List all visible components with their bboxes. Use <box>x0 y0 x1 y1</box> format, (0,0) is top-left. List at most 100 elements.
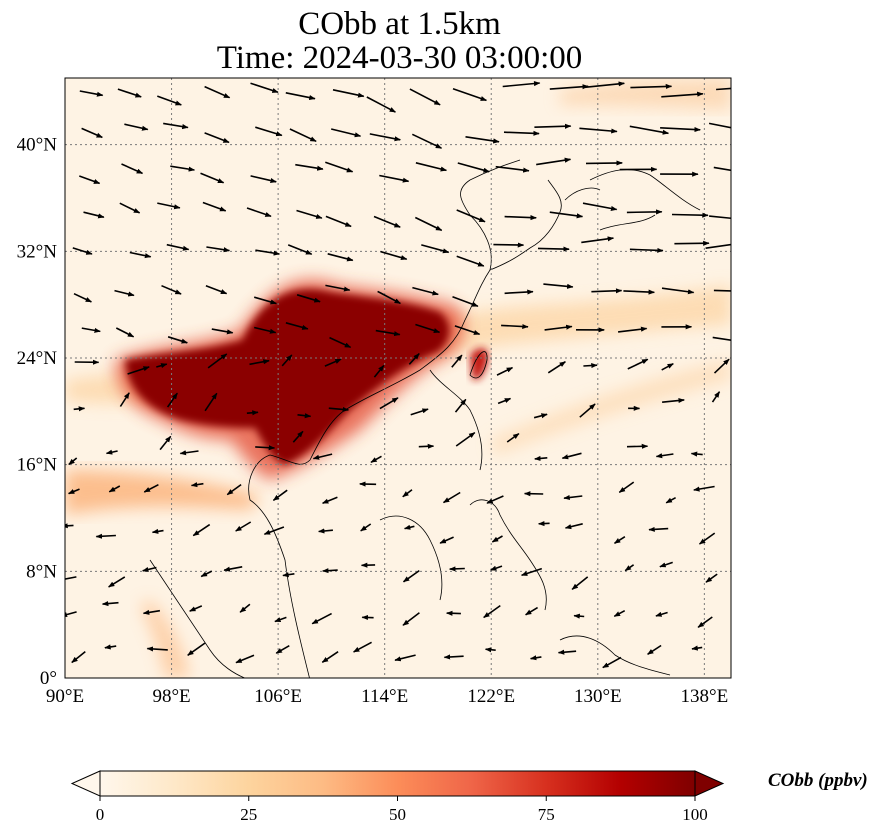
wind-vector <box>573 613 585 619</box>
plume-core <box>125 289 450 465</box>
wind-vector <box>708 122 731 129</box>
wind-vector <box>129 251 152 259</box>
wind-vector <box>412 286 439 296</box>
wind-vector <box>204 392 218 412</box>
wind-vectors <box>65 80 731 669</box>
wind-vector <box>68 457 78 466</box>
wind-vector <box>544 324 573 331</box>
lon-tick-label: 114°E <box>361 686 408 707</box>
wind-vector <box>579 403 596 418</box>
wind-vector <box>661 362 674 371</box>
wind-vector <box>379 174 410 183</box>
wind-vector <box>207 353 228 369</box>
longitude-tick-labels: 90°E 98°E 106°E 114°E 122°E 130°E 138°E <box>46 686 728 707</box>
wind-vector <box>72 247 93 255</box>
wind-vector <box>497 397 512 405</box>
wind-vector <box>534 123 572 129</box>
wind-vector <box>274 616 287 623</box>
wind-vector <box>504 289 534 295</box>
wind-vector <box>713 166 731 172</box>
wind-vector <box>624 564 635 572</box>
wind-vector <box>296 294 321 303</box>
wind-vector <box>151 528 164 534</box>
wind-vector <box>421 244 450 254</box>
wind-vector <box>142 609 161 615</box>
wind-vector <box>408 353 420 365</box>
wind-vector <box>561 452 582 460</box>
wind-vector <box>204 85 231 99</box>
wind-vector <box>159 435 172 451</box>
wind-vector <box>73 406 86 412</box>
wind-vector <box>502 80 541 88</box>
wind-vector <box>143 483 159 493</box>
wind-vector <box>538 520 550 527</box>
wind-vector <box>205 284 228 295</box>
wind-vector <box>583 362 598 369</box>
wind-vector <box>660 126 701 133</box>
wind-vector <box>564 523 583 530</box>
wind-vector <box>325 284 351 292</box>
colorbar-gradient <box>100 771 695 796</box>
wind-vector <box>571 576 589 591</box>
lat-tick-label: 24°N <box>17 348 58 369</box>
wind-vector <box>68 488 80 495</box>
wind-vector <box>255 445 276 451</box>
wind-vector <box>415 162 448 172</box>
wind-vector <box>503 130 540 136</box>
wind-vector <box>170 165 196 172</box>
wind-vector <box>311 612 332 625</box>
wind-vector <box>369 133 401 142</box>
wind-vector <box>584 81 625 89</box>
wind-vector <box>157 95 182 106</box>
wind-vector <box>373 364 385 378</box>
wind-vector <box>119 392 130 407</box>
wind-vector <box>613 609 626 618</box>
wind-vector <box>629 125 670 135</box>
wind-vector <box>275 645 290 654</box>
wind-vector <box>698 532 716 545</box>
wind-vector <box>465 136 500 144</box>
wind-vector <box>591 288 623 294</box>
wind-vector <box>292 430 304 443</box>
wind-vector <box>161 284 182 295</box>
wind-vector <box>360 523 372 532</box>
colorbar-min-extend <box>70 770 101 797</box>
wind-vector <box>81 327 101 333</box>
wind-vector <box>235 521 252 532</box>
colorbar-max-extend <box>694 770 725 797</box>
wind-vector <box>456 209 486 223</box>
wind-vector <box>713 358 730 374</box>
wind-vector <box>285 322 309 330</box>
wind-vector <box>491 535 503 543</box>
wind-vector <box>483 604 501 619</box>
wind-vector <box>579 127 618 134</box>
wind-vector <box>451 354 463 368</box>
wind-vector <box>95 533 116 539</box>
wind-vector <box>104 644 117 650</box>
wind-vector <box>506 432 520 443</box>
wind-vector <box>446 610 461 616</box>
lon-tick-label: 130°E <box>574 686 622 707</box>
wind-vector <box>366 96 396 113</box>
wind-vector <box>239 603 251 613</box>
wind-vector <box>626 209 663 215</box>
lat-tick-label: 0° <box>40 668 57 689</box>
wind-vector <box>312 453 333 460</box>
lon-tick-label: 90°E <box>46 686 84 707</box>
wind-vector <box>549 84 589 90</box>
wind-vector <box>495 165 530 173</box>
lon-tick-label: 138°E <box>681 686 729 707</box>
colorbar-tick-label: 100 <box>682 805 708 824</box>
wind-vector <box>449 566 465 572</box>
wind-vector <box>327 253 354 262</box>
wind-vector <box>73 292 92 303</box>
wind-vector <box>661 287 695 295</box>
colorbar-ticks: 0 25 50 75 100 <box>96 796 708 824</box>
wind-vector <box>626 443 649 449</box>
wind-vector <box>101 601 119 607</box>
wind-vector <box>705 573 718 583</box>
wind-vector <box>585 160 623 166</box>
wind-vector <box>253 296 277 305</box>
lon-tick-label: 98°E <box>152 686 190 707</box>
wind-vector <box>409 88 441 106</box>
